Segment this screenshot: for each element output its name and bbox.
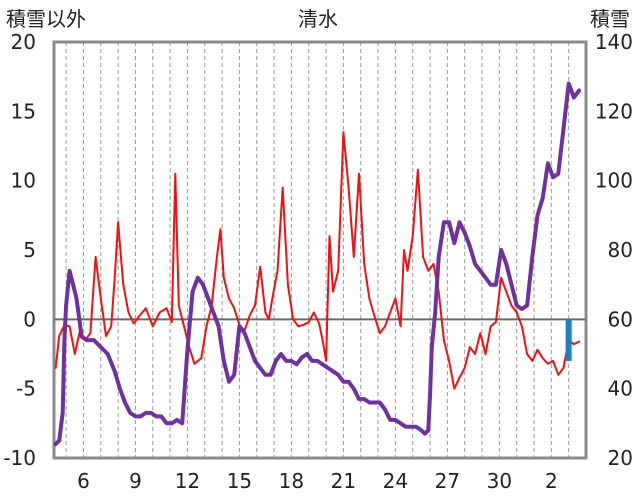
right-tick-label: 40	[608, 377, 633, 401]
left-tick-label: 10	[11, 169, 36, 193]
x-tick-label: 15	[227, 469, 252, 493]
x-tick-label: 18	[279, 469, 304, 493]
x-tick-label: 21	[331, 469, 356, 493]
x-tick-label: 2	[545, 469, 558, 493]
right-axis-ticks: 140 120 100 80 60 40 20	[595, 30, 633, 470]
x-tick-label: 27	[435, 469, 460, 493]
series-layer	[53, 81, 582, 447]
gridlines	[65, 42, 570, 458]
left-tick-label: 20	[11, 30, 36, 54]
left-tick-label: 5	[23, 238, 36, 262]
series-line-other	[54, 131, 581, 390]
right-tick-label: 120	[595, 99, 633, 123]
left-tick-label: -10	[3, 446, 36, 470]
x-tick-label: 6	[77, 469, 90, 493]
left-tick-label: 0	[23, 307, 36, 331]
left-tick-label: 15	[11, 99, 36, 123]
right-tick-label: 60	[608, 307, 633, 331]
x-tick-label: 30	[487, 469, 512, 493]
right-tick-label: 20	[608, 446, 633, 470]
left-axis-ticks: 20 15 10 5 0 -5 -10	[3, 30, 36, 470]
right-tick-label: 100	[595, 169, 633, 193]
x-tick-label: 12	[175, 469, 200, 493]
right-tick-label: 140	[595, 30, 633, 54]
plot-area	[52, 40, 588, 460]
right-tick-label: 80	[608, 238, 633, 262]
bar-bar	[565, 319, 572, 361]
right-axis-title: 積雪	[590, 7, 630, 31]
x-tick-label: 9	[129, 469, 142, 493]
series-line-snow	[53, 81, 582, 447]
left-axis-title: 積雪以外	[6, 7, 86, 31]
left-tick-label: -5	[16, 377, 36, 401]
x-axis-ticks: 6 9 12 15 18 21 24 27 30 2	[77, 469, 558, 493]
chart-title: 清水	[298, 7, 338, 31]
x-tick-label: 24	[383, 469, 408, 493]
